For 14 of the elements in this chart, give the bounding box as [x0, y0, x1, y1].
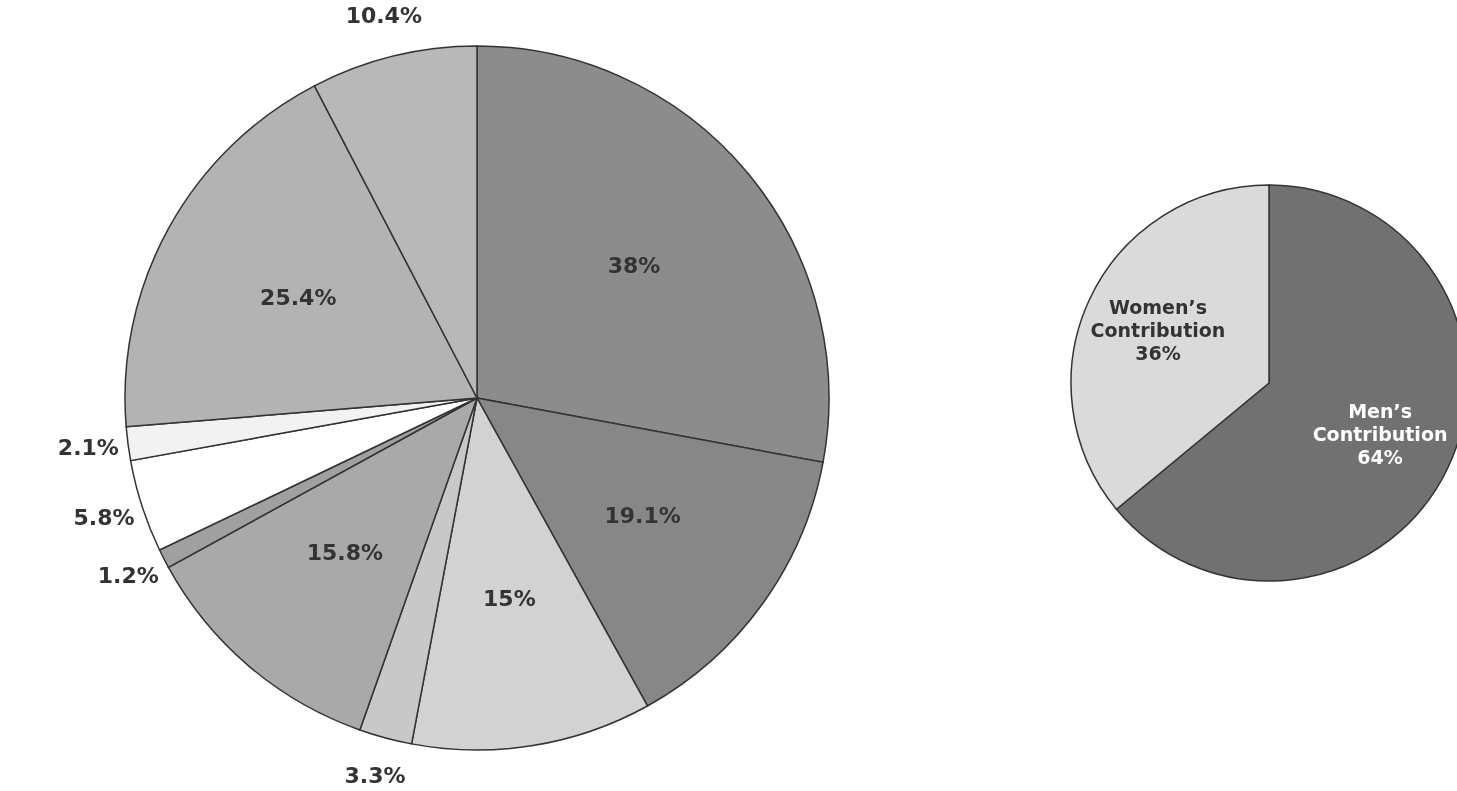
slice-label: Men’s Contribution	[1312, 399, 1448, 445]
data-label: 36%	[1135, 341, 1181, 364]
data-label: 19.1%	[604, 503, 681, 529]
data-label: 10.4%	[345, 3, 422, 29]
data-label: 38%	[607, 253, 661, 279]
data-label: 5.8%	[73, 504, 135, 530]
data-label: 64%	[1357, 445, 1403, 468]
data-label: 3.3%	[344, 762, 406, 788]
data-label: 15.8%	[306, 539, 384, 565]
data-label: 1.2%	[97, 563, 159, 589]
data-label: 15%	[483, 585, 536, 611]
data-label: 25.4%	[260, 285, 337, 311]
slice-label: Women’s Contribution	[1090, 295, 1226, 341]
data-label: 2.1%	[57, 434, 119, 460]
